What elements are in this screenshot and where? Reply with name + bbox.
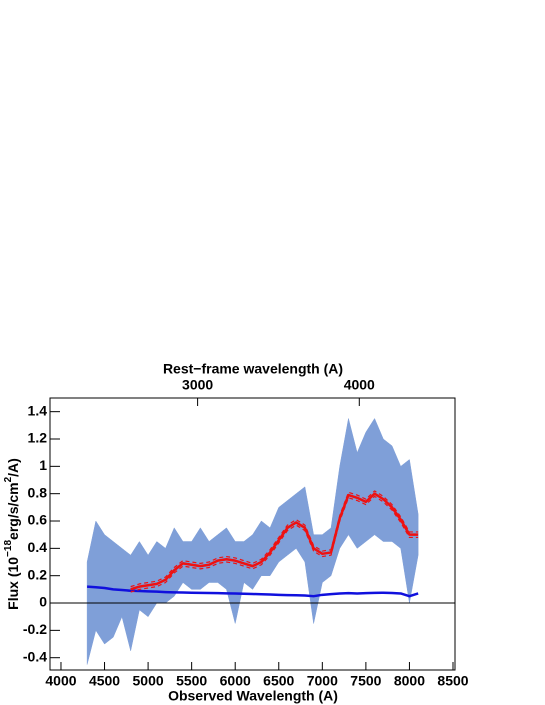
y-axis-label: Flux (10−18erg/s/cm2/A) [3,458,21,610]
x-axis-label: Observed Wavelength (A) [168,688,338,704]
series-line [130,490,419,588]
y-tick-label: 0.4 [28,539,48,555]
x-tick-label: 5500 [176,673,207,689]
y-axis-label-part: Flux (10 [5,557,21,610]
series-line [130,492,419,591]
y-tick-label: 1.4 [28,402,48,418]
series-line [130,495,419,593]
x-tick-label: 8500 [437,673,468,689]
x-tick-label: 6000 [220,673,251,689]
top-tick-label: 3000 [182,377,213,393]
y-tick-label: -0.4 [23,648,47,664]
flux-band [86,417,419,665]
y-tick-label: 0.6 [28,512,48,528]
y-tick-label: 1.2 [28,430,48,446]
y-axis-label-part: −18 [3,540,14,557]
y-tick-label: 0 [39,594,47,610]
y-tick-label: -0.2 [23,621,47,637]
y-tick-label: 0.8 [28,484,48,500]
y-axis-label-part: 2 [3,476,14,482]
x-tick-label: 6500 [263,673,294,689]
x-tick-label: 8000 [394,673,425,689]
y-tick-label: 0.2 [28,566,48,582]
plot-frame [49,397,456,671]
series-line [87,585,419,598]
x-tick-label: 5000 [133,673,164,689]
x-tick-label: 7000 [307,673,338,689]
top-axis-label: Rest−frame wavelength (A) [163,361,343,377]
x-tick-label: 7500 [350,673,381,689]
x-tick-label: 4500 [89,673,120,689]
top-tick-label: 4000 [344,377,375,393]
y-axis-label-part: /A) [5,458,21,477]
y-axis-label-part: erg/s/cm [5,482,21,540]
x-tick-label: 4000 [45,673,76,689]
y-tick-label: 1 [39,457,47,473]
plot [86,417,419,665]
